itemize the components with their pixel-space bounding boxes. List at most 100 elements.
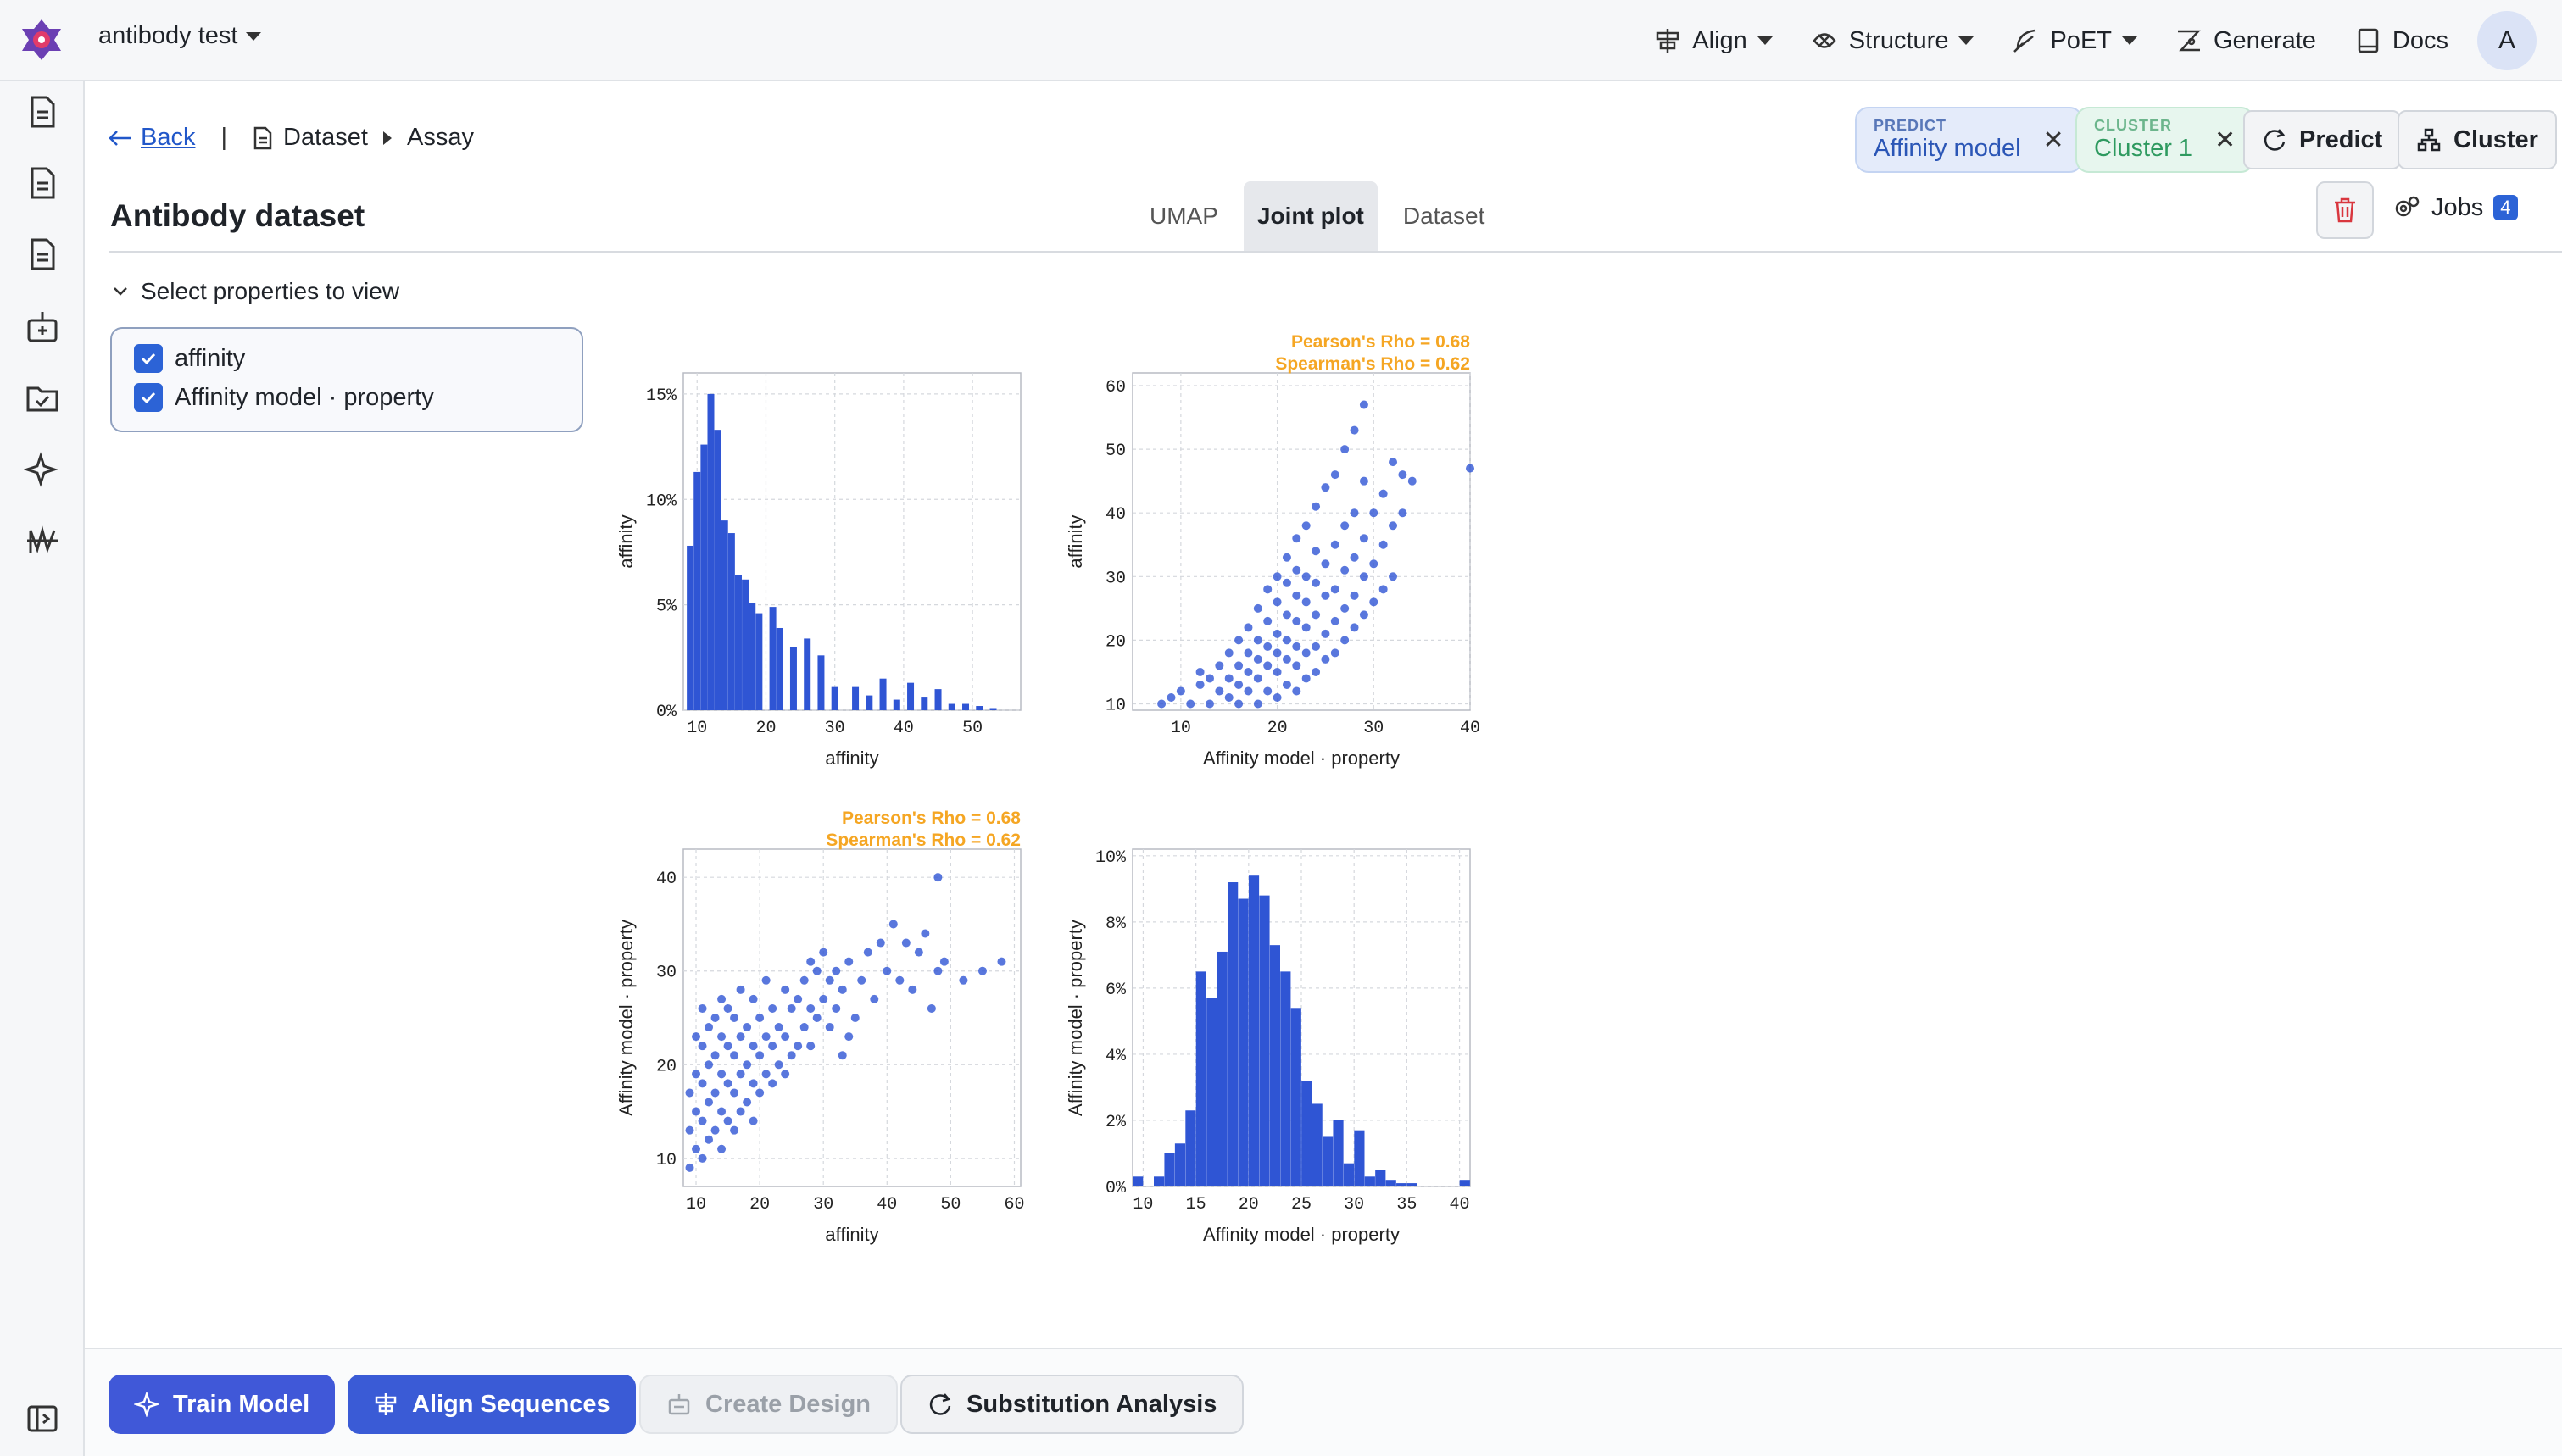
histogram-bar bbox=[866, 695, 873, 710]
app-logo-icon[interactable] bbox=[19, 17, 64, 63]
predict-button[interactable]: Predict bbox=[2243, 110, 2402, 169]
histogram-bar bbox=[1385, 1180, 1396, 1186]
scatter-point bbox=[755, 1014, 765, 1022]
scatter-point bbox=[1263, 642, 1273, 651]
inbox-add-icon[interactable] bbox=[24, 308, 61, 346]
scatter-point bbox=[736, 985, 745, 994]
scatter-point bbox=[1350, 623, 1359, 632]
scatter-point bbox=[1234, 680, 1244, 689]
align-sequences-button[interactable]: Align Sequences bbox=[348, 1375, 636, 1434]
document-icon[interactable] bbox=[24, 236, 61, 273]
nav-docs-label: Docs bbox=[2392, 26, 2448, 54]
generate-icon bbox=[2178, 30, 2201, 52]
scatter-point bbox=[692, 1032, 701, 1042]
nav-docs[interactable]: Docs bbox=[2353, 26, 2448, 55]
design-icon bbox=[668, 1394, 690, 1415]
project-selector[interactable]: antibody test bbox=[98, 22, 262, 50]
document-icon[interactable] bbox=[24, 93, 61, 131]
scatter-point bbox=[730, 1125, 739, 1135]
histogram-bar bbox=[1238, 898, 1249, 1186]
user-avatar[interactable]: A bbox=[2477, 11, 2537, 70]
waveform-icon[interactable] bbox=[24, 522, 61, 559]
jobs-label: Jobs bbox=[2431, 193, 2484, 221]
substitution-analysis-button[interactable]: Substitution Analysis bbox=[900, 1375, 1245, 1434]
histogram-bar bbox=[749, 603, 756, 710]
folder-check-icon[interactable] bbox=[24, 380, 61, 417]
scatter-point bbox=[806, 1042, 816, 1051]
property-affinity-model[interactable]: Affinity model · property bbox=[134, 383, 560, 412]
scatter-point bbox=[1292, 686, 1301, 696]
checkbox[interactable] bbox=[134, 344, 163, 373]
delete-button[interactable] bbox=[2316, 181, 2374, 239]
chevron-down-icon bbox=[114, 287, 127, 296]
close-icon[interactable]: ✕ bbox=[2042, 125, 2064, 154]
scatter-point bbox=[710, 1125, 720, 1135]
histogram-bar bbox=[879, 678, 887, 710]
create-design-button[interactable]: Create Design bbox=[639, 1375, 899, 1434]
scatter-point bbox=[933, 873, 943, 882]
scatter-point bbox=[1312, 547, 1321, 556]
nav-poet[interactable]: PoET bbox=[2011, 26, 2137, 55]
cluster-chip[interactable]: CLUSTER Cluster 1 ✕ bbox=[2075, 107, 2255, 173]
scatter-point bbox=[1157, 699, 1167, 709]
breadcrumb-dataset[interactable]: Dataset bbox=[253, 124, 368, 152]
y-tick-label: 0% bbox=[1106, 1179, 1127, 1198]
train-model-button[interactable]: Train Model bbox=[109, 1375, 336, 1434]
scatter-point bbox=[1340, 521, 1350, 531]
histogram-bar bbox=[1343, 1163, 1355, 1186]
x-tick-label: 15 bbox=[1186, 1195, 1206, 1214]
train-model-label: Train Model bbox=[173, 1390, 310, 1418]
scatter-point bbox=[705, 1098, 714, 1107]
nav-structure-label: Structure bbox=[1848, 26, 1949, 54]
cluster-button[interactable]: Cluster bbox=[2398, 110, 2557, 169]
scatter-point bbox=[794, 994, 803, 1003]
nav-structure[interactable]: Structure bbox=[1810, 26, 1974, 55]
nav-generate[interactable]: Generate bbox=[2175, 26, 2316, 55]
scatter-point bbox=[1224, 692, 1234, 702]
histogram-bar bbox=[852, 686, 860, 710]
scatter-point bbox=[1273, 648, 1282, 658]
plot-1: 10 20 30 40 50 0% 5% 10% 15% affinity affinity bbox=[615, 372, 1022, 769]
scatter-point bbox=[1321, 654, 1330, 664]
document-icon bbox=[253, 126, 272, 149]
tab-dataset[interactable]: Dataset bbox=[1402, 203, 1485, 229]
scatter-point bbox=[819, 994, 828, 1003]
histogram-bar bbox=[776, 627, 783, 710]
nav-generate-label: Generate bbox=[2214, 26, 2316, 54]
scatter-point bbox=[1359, 534, 1368, 543]
document-icon[interactable] bbox=[24, 164, 61, 202]
scatter-point bbox=[908, 985, 917, 994]
scatter-point bbox=[1301, 597, 1311, 607]
x-tick-label: 10 bbox=[1133, 1195, 1153, 1214]
tab-umap[interactable]: UMAP bbox=[1150, 203, 1218, 229]
scatter-point bbox=[768, 1042, 777, 1051]
refresh-spark-icon bbox=[2264, 129, 2286, 151]
histogram-bar bbox=[1164, 1153, 1175, 1186]
sparkle-icon[interactable] bbox=[24, 451, 61, 488]
scatter-point bbox=[1263, 616, 1273, 625]
scatter-point bbox=[1215, 686, 1224, 696]
scatter-point bbox=[692, 1144, 701, 1153]
scatter-point bbox=[1234, 636, 1244, 645]
nav-align[interactable]: Align bbox=[1653, 26, 1773, 55]
scatter-point bbox=[781, 1070, 790, 1079]
back-link[interactable]: Back bbox=[109, 124, 195, 152]
collapse-sidebar-icon[interactable] bbox=[25, 1402, 59, 1436]
predict-chip-value: Affinity model bbox=[1874, 135, 2021, 162]
breadcrumb-assay[interactable]: Assay bbox=[406, 124, 474, 151]
predict-chip[interactable]: PREDICT Affinity model ✕ bbox=[1855, 107, 2083, 173]
jobs-button[interactable]: Jobs 4 bbox=[2392, 193, 2518, 222]
close-icon[interactable]: ✕ bbox=[2214, 125, 2236, 154]
tab-joint-plot[interactable]: Joint plot bbox=[1243, 181, 1378, 251]
checkbox[interactable] bbox=[134, 383, 163, 412]
histogram-bar bbox=[714, 430, 721, 710]
scatter-point bbox=[1378, 489, 1388, 498]
histogram-bar bbox=[1133, 1176, 1144, 1186]
properties-toggle[interactable]: Select properties to view bbox=[112, 278, 399, 305]
scatter-point bbox=[1244, 648, 1253, 658]
histogram-bar bbox=[721, 520, 728, 710]
scatter-point bbox=[1321, 483, 1330, 492]
scatter-point bbox=[736, 1032, 745, 1042]
align-icon bbox=[1657, 29, 1679, 53]
property-affinity[interactable]: affinity bbox=[134, 344, 560, 373]
